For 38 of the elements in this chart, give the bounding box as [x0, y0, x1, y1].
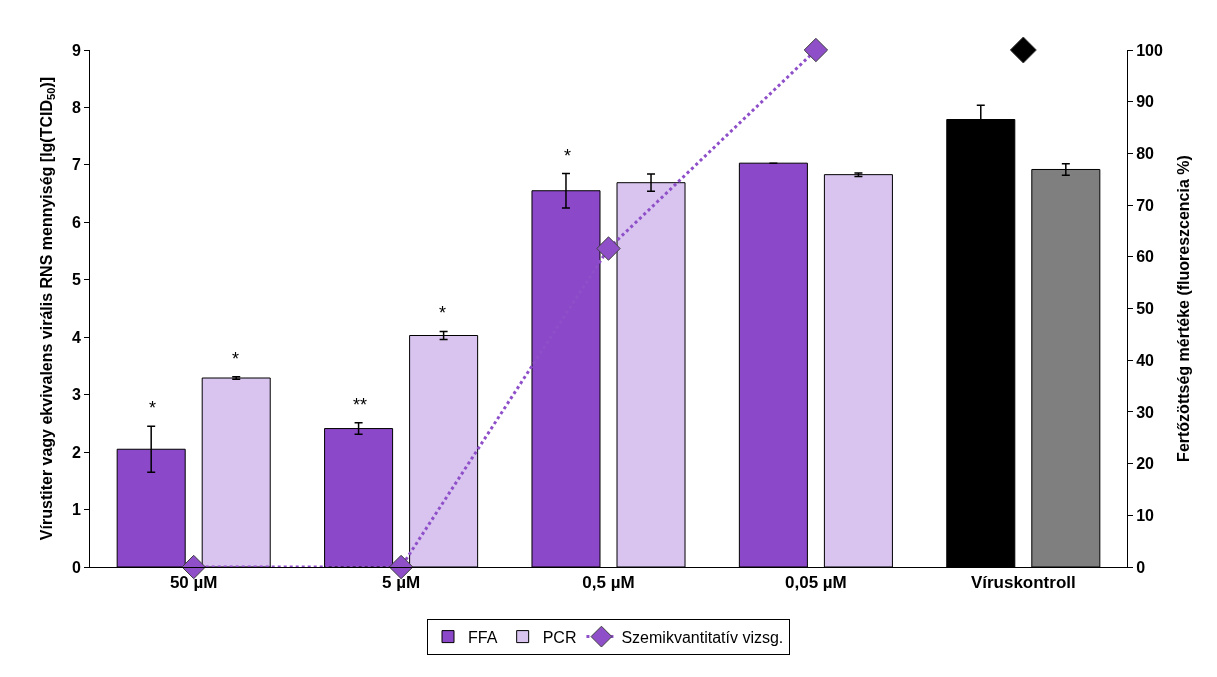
y2-tick-label: 50 [1136, 300, 1155, 318]
data-label: * [564, 146, 572, 166]
x-tick-label: 0,5 µM [582, 573, 635, 593]
point [1009, 36, 1037, 64]
y-tick-label: 7 [71, 156, 81, 174]
y-tick-label: 8 [71, 99, 81, 117]
x-tick-label: 0,05 µM [785, 573, 847, 593]
x-tick-label: 50 µM [169, 573, 218, 593]
point [596, 236, 621, 261]
y2-tick-label: 10 [1136, 506, 1155, 524]
data-label: ** [353, 395, 368, 415]
data-label: * [232, 349, 240, 369]
x-tick-label: Víruskontroll [970, 573, 1076, 593]
y2-tick-label: 30 [1136, 403, 1155, 421]
y2-tick-label: 0 [1136, 558, 1146, 576]
x-tick-label: 5 µM [382, 573, 421, 593]
y2-tick-label: 80 [1136, 145, 1155, 162]
y-tick-label: 1 [71, 501, 81, 519]
y2-tick-label: 20 [1136, 455, 1155, 473]
legend-label: PCR [542, 628, 577, 646]
data-label: * [439, 303, 447, 323]
y2-tick-label: 90 [1136, 93, 1155, 111]
y2-tick-label: 70 [1136, 196, 1155, 214]
y-tick-label: 0 [71, 558, 81, 576]
y2-tick-label: 40 [1136, 351, 1155, 369]
y-tick-label: 9 [71, 41, 81, 59]
data-label: * [149, 398, 157, 418]
legend-label: Szemikvantitatív vizsg. [621, 628, 784, 646]
y-tick-label: 4 [71, 328, 81, 346]
y-tick-label: 6 [71, 213, 81, 231]
y2-axis-title: Fertőzöttség mértéke (fluoreszcencia %) [1174, 155, 1192, 462]
y-tick-label: 2 [71, 443, 81, 461]
y2-tick-label: 60 [1136, 248, 1155, 266]
point [803, 37, 829, 63]
y2-tick-label: 100 [1136, 41, 1163, 59]
legend-label: FFA [468, 628, 498, 646]
y-tick-label: 5 [71, 271, 81, 289]
y-tick-label: 3 [71, 386, 81, 404]
